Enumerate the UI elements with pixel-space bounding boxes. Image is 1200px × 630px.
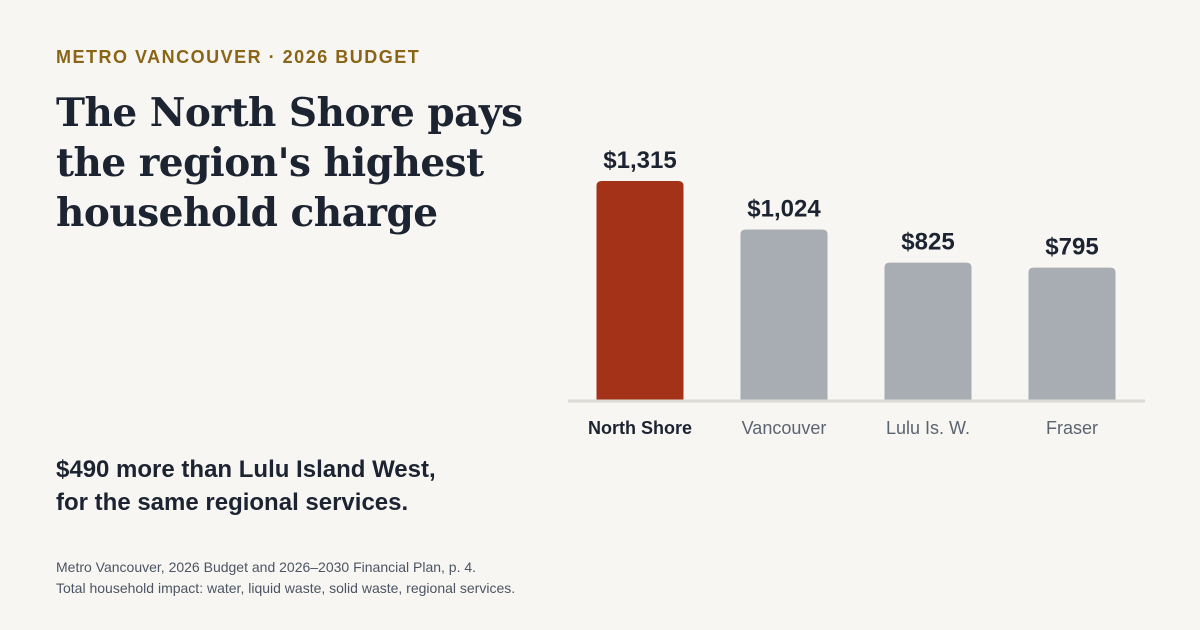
source-line-1: Metro Vancouver, 2026 Budget and 2026–20… [56,559,477,575]
chart-headline: The North Shore pays the region's highes… [56,90,523,236]
category-label: North Shore [588,418,692,438]
category-label: Vancouver [742,418,827,438]
category-label: Lulu Is. W. [886,418,970,438]
takeaway-line-1: $490 more than Lulu Island West, [56,456,436,483]
bar-chart: $1,315 North Shore $1,024 Vancouver $825 Lulu… [568,147,1145,438]
bar-vancouver [740,229,828,400]
value-label: $1,315 [603,147,676,174]
source-note: Metro Vancouver, 2026 Budget and 2026–20… [56,557,515,599]
bar-north-shore [596,181,684,400]
value-label: $795 [1045,234,1098,261]
kicker-label: METRO VANCOUVER · 2026 BUDGET [56,47,421,67]
value-label: $1,024 [747,195,821,222]
value-label: $825 [901,229,954,256]
takeaway-line-2: for the same regional services. [56,489,409,516]
bar-fraser [1028,267,1116,400]
takeaway-text: $490 more than Lulu Island West, for the… [56,453,556,519]
category-label: Fraser [1046,418,1098,438]
source-line-2: Total household impact: water, liquid wa… [56,580,516,596]
bar-lulu-is-w [884,262,972,400]
